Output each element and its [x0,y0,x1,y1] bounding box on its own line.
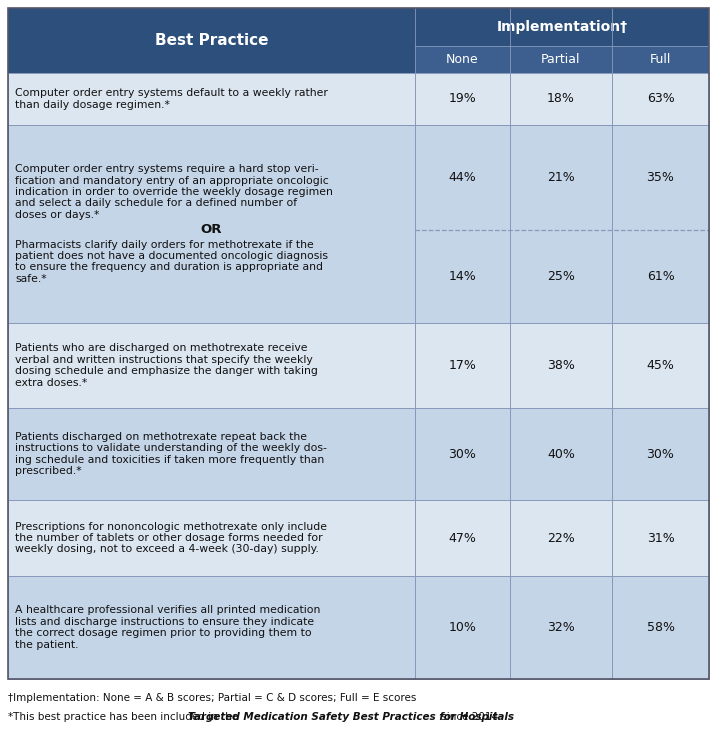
Bar [510,500,612,576]
Bar [8,73,415,125]
Text: None: None [446,53,479,66]
Bar [415,500,510,576]
Text: 14%: 14% [449,270,476,283]
Bar [415,323,510,408]
Text: indication in order to override the weekly dosage regimen: indication in order to override the week… [15,187,333,197]
Text: 21%: 21% [547,171,575,184]
Bar [8,323,415,408]
Text: 30%: 30% [647,448,675,460]
Bar [415,8,709,46]
Text: verbal and written instructions that specify the weekly: verbal and written instructions that spe… [15,355,313,365]
Text: Computer order entry systems default to a weekly rather: Computer order entry systems default to … [15,88,328,98]
Text: 32%: 32% [547,621,575,634]
Text: 10%: 10% [449,621,476,634]
Bar [612,500,709,576]
Bar [612,125,709,323]
Text: 61%: 61% [647,270,675,283]
Text: Prescriptions for nononcologic methotrexate only include: Prescriptions for nononcologic methotrex… [15,521,327,531]
Text: patient does not have a documented oncologic diagnosis: patient does not have a documented oncol… [15,251,328,261]
Bar [510,408,612,500]
Bar [415,576,510,679]
Bar [415,73,510,125]
Text: safe.*: safe.* [15,274,47,284]
Text: instructions to validate understanding of the weekly dos-: instructions to validate understanding o… [15,443,327,454]
Bar [612,323,709,408]
Text: weekly dosing, not to exceed a 4-week (30-day) supply.: weekly dosing, not to exceed a 4-week (3… [15,545,319,554]
Text: Patients discharged on methotrexate repeat back the: Patients discharged on methotrexate repe… [15,432,307,442]
Bar [8,125,415,323]
Text: ing schedule and toxicities if taken more frequently than: ing schedule and toxicities if taken mor… [15,455,324,465]
Text: †Implementation: None = A & B scores; Partial = C & D scores; Full = E scores: †Implementation: None = A & B scores; Pa… [8,693,417,703]
Text: Computer order entry systems require a hard stop veri-: Computer order entry systems require a h… [15,164,318,174]
Text: to ensure the frequency and duration is appropriate and: to ensure the frequency and duration is … [15,263,323,272]
Bar [510,323,612,408]
Text: 44%: 44% [449,171,476,184]
Bar [8,408,415,500]
Bar [612,408,709,500]
Bar [415,408,510,500]
Text: since 2014: since 2014 [438,712,498,722]
Text: prescribed.*: prescribed.* [15,466,82,476]
Bar [8,8,709,679]
Text: Pharmacists clarify daily orders for methotrexate if the: Pharmacists clarify daily orders for met… [15,239,314,249]
Text: 38%: 38% [547,359,575,372]
Bar [612,576,709,679]
Bar [510,125,612,323]
Text: 18%: 18% [547,93,575,105]
Text: extra doses.*: extra doses.* [15,377,87,388]
Text: Partial: Partial [541,53,581,66]
Text: 17%: 17% [449,359,476,372]
Text: fication and mandatory entry of an appropriate oncologic: fication and mandatory entry of an appro… [15,175,329,186]
Text: Targeted Medication Safety Best Practices for Hospitals: Targeted Medication Safety Best Practice… [188,712,514,722]
Text: dosing schedule and emphasize the danger with taking: dosing schedule and emphasize the danger… [15,366,318,376]
Text: 45%: 45% [647,359,675,372]
Text: 19%: 19% [449,93,476,105]
Bar [612,46,709,73]
Text: 31%: 31% [647,531,675,545]
Text: 35%: 35% [647,171,675,184]
Bar [415,46,510,73]
Text: than daily dosage regimen.*: than daily dosage regimen.* [15,100,170,110]
Text: 58%: 58% [647,621,675,634]
Text: Patients who are discharged on methotrexate receive: Patients who are discharged on methotrex… [15,343,308,354]
Bar [8,500,415,576]
Text: *This best practice has been included in the: *This best practice has been included in… [8,712,242,722]
Text: the correct dosage regimen prior to providing them to: the correct dosage regimen prior to prov… [15,628,312,639]
Text: 63%: 63% [647,93,675,105]
Bar [415,125,510,323]
Text: Implementation†: Implementation† [496,20,627,34]
Text: doses or days.*: doses or days.* [15,210,100,220]
Text: the number of tablets or other dosage forms needed for: the number of tablets or other dosage fo… [15,533,323,543]
Text: Best Practice: Best Practice [155,33,268,48]
Text: 47%: 47% [449,531,476,545]
Text: 30%: 30% [449,448,476,460]
Text: 25%: 25% [547,270,575,283]
Text: and select a daily schedule for a defined number of: and select a daily schedule for a define… [15,198,297,208]
Bar [8,8,415,73]
Bar [8,576,415,679]
Text: OR: OR [201,223,222,236]
Text: the patient.: the patient. [15,640,78,650]
Text: Full: Full [650,53,671,66]
Text: 40%: 40% [547,448,575,460]
Bar [510,576,612,679]
Text: A healthcare professional verifies all printed medication: A healthcare professional verifies all p… [15,605,320,615]
Bar [612,73,709,125]
Bar [510,73,612,125]
Text: lists and discharge instructions to ensure they indicate: lists and discharge instructions to ensu… [15,617,314,627]
Bar [510,46,612,73]
Text: 22%: 22% [547,531,575,545]
